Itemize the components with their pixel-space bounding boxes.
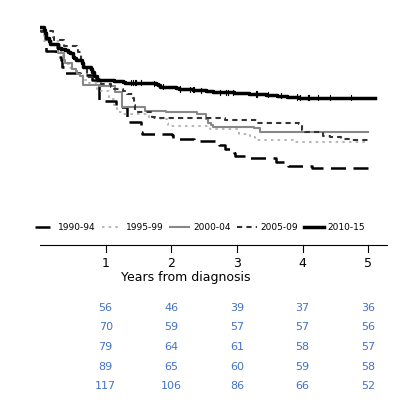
Text: 59: 59 <box>296 362 310 372</box>
Text: 61: 61 <box>230 342 244 352</box>
Text: 57: 57 <box>361 342 375 352</box>
Text: 79: 79 <box>98 342 113 352</box>
Text: 36: 36 <box>361 303 375 313</box>
Text: 57: 57 <box>230 322 244 332</box>
Text: 70: 70 <box>98 322 113 332</box>
Text: 3: 3 <box>233 257 241 270</box>
Text: 39: 39 <box>230 303 244 313</box>
Text: 60: 60 <box>230 362 244 372</box>
Text: 86: 86 <box>230 381 244 391</box>
Text: 117: 117 <box>95 381 116 391</box>
Text: 57: 57 <box>296 322 310 332</box>
Text: 52: 52 <box>361 381 375 391</box>
Text: 56: 56 <box>361 322 375 332</box>
Text: 64: 64 <box>164 342 178 352</box>
Text: 37: 37 <box>296 303 310 313</box>
Text: 58: 58 <box>361 362 375 372</box>
Text: 1: 1 <box>102 257 110 270</box>
Text: Years from diagnosis: Years from diagnosis <box>122 271 251 284</box>
Text: 66: 66 <box>296 381 310 391</box>
Text: 46: 46 <box>164 303 178 313</box>
Text: 65: 65 <box>164 362 178 372</box>
Text: 2: 2 <box>167 257 175 270</box>
Text: 5: 5 <box>364 257 372 270</box>
Text: 58: 58 <box>296 342 310 352</box>
Text: 89: 89 <box>98 362 113 372</box>
Text: 106: 106 <box>161 381 182 391</box>
Legend: 1990-94, 1995-99, 2000-04, 2005-09, 2010-15: 1990-94, 1995-99, 2000-04, 2005-09, 2010… <box>31 220 369 236</box>
Text: 59: 59 <box>164 322 178 332</box>
Text: 4: 4 <box>299 257 306 270</box>
Text: 56: 56 <box>99 303 113 313</box>
